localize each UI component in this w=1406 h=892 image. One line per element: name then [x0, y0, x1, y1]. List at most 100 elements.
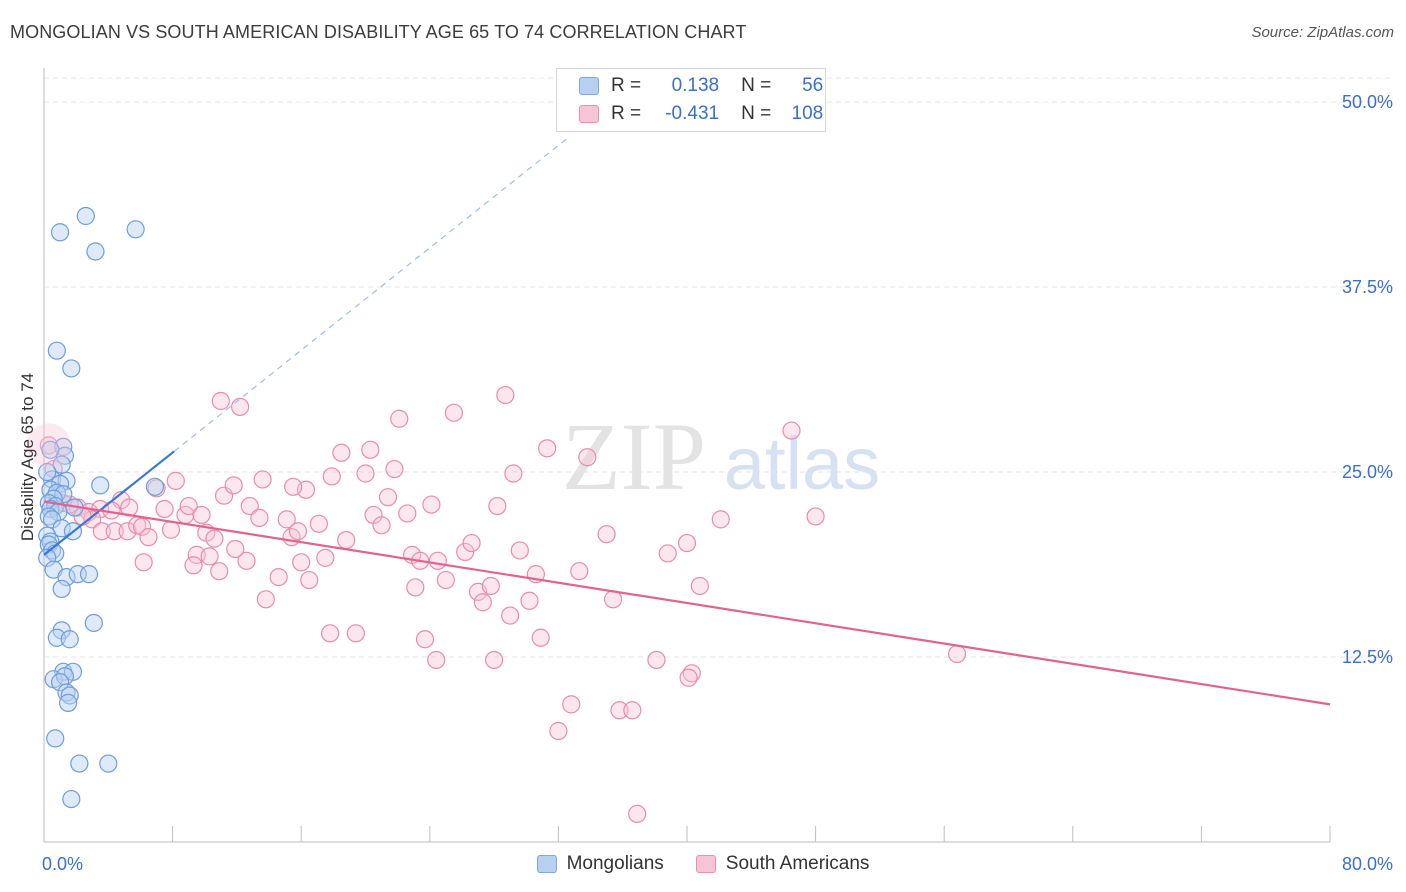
- south-american-point: [316, 548, 335, 567]
- south-american-point: [473, 593, 492, 612]
- south-american-point: [346, 624, 365, 643]
- mongolian-point: [62, 789, 81, 809]
- y-tick-label: 37.5%: [1342, 277, 1393, 297]
- south-americans-n-value: 108: [791, 103, 824, 124]
- mongolians-legend-swatch: [536, 855, 557, 873]
- south-american-point: [481, 576, 500, 596]
- south-american-point: [205, 529, 224, 548]
- mongolians-n-value: 56: [802, 75, 824, 96]
- y-tick-label: 50.0%: [1342, 92, 1393, 112]
- south-american-point: [179, 496, 198, 516]
- r-label: R =: [611, 103, 642, 124]
- n-label: N =: [741, 75, 772, 96]
- south-american-point: [321, 624, 340, 643]
- x-tick-label-max: 80.0%: [1342, 854, 1393, 874]
- south-american-cluster: [26, 423, 71, 468]
- south-american-point: [462, 533, 481, 553]
- south-american-point: [118, 522, 137, 541]
- south-americans-trend-line: [43, 500, 1331, 706]
- south-american-point: [531, 628, 550, 647]
- legend-row-south-americans: R = -0.431 N = 108: [579, 101, 823, 127]
- mongolian-point: [38, 462, 57, 482]
- south-american-point: [184, 556, 203, 575]
- south-american-point: [782, 421, 801, 440]
- south-american-point: [269, 567, 288, 587]
- mongolian-point: [62, 359, 81, 378]
- south-american-point: [134, 553, 153, 572]
- source-note: Source: ZipAtlas.com: [1251, 24, 1394, 41]
- south-american-point: [292, 553, 311, 572]
- mongolian-point: [84, 613, 103, 633]
- south-american-point: [337, 530, 356, 550]
- south-american-point: [226, 539, 245, 559]
- south-american-point: [192, 505, 211, 525]
- y-axis-label: Disability Age 65 to 74: [18, 372, 37, 542]
- south-american-point: [610, 701, 629, 720]
- south-american-point: [139, 528, 158, 547]
- south-american-point: [628, 804, 647, 823]
- south-american-point: [237, 551, 256, 570]
- x-tick-label-min: 0.0%: [42, 854, 83, 874]
- south-american-point: [92, 522, 111, 541]
- south-american-point: [488, 496, 507, 516]
- south-american-point: [428, 551, 447, 570]
- y-tick-label: 25.0%: [1342, 462, 1393, 482]
- mongolian-point: [39, 507, 58, 526]
- mongolian-point: [52, 579, 71, 599]
- south-american-point: [390, 409, 409, 428]
- south-american-point: [485, 650, 504, 670]
- south-american-point: [538, 439, 557, 458]
- mongolian-point: [99, 754, 118, 773]
- south-american-point: [250, 508, 269, 527]
- chart-title: MONGOLIAN VS SOUTH AMERICAN DISABILITY A…: [10, 22, 747, 42]
- south-americans-r-value: -0.431: [665, 103, 720, 124]
- mongolians-swatch: [579, 77, 599, 95]
- mongolian-point: [60, 686, 79, 705]
- mongolian-point: [91, 476, 110, 495]
- south-american-point: [562, 695, 581, 714]
- south-american-point: [947, 644, 967, 664]
- south-american-point: [406, 578, 425, 597]
- south-american-point: [356, 464, 375, 483]
- mongolian-point: [57, 567, 76, 587]
- legend-item-south-americans[interactable]: South Americans: [695, 853, 870, 875]
- mongolian-point: [46, 729, 65, 748]
- south-american-point: [570, 562, 589, 581]
- south-american-point: [549, 721, 568, 741]
- south-american-point: [284, 477, 303, 496]
- south-american-point: [200, 547, 219, 566]
- mongolian-point: [70, 754, 89, 773]
- south-american-point: [361, 440, 380, 459]
- south-american-point: [105, 522, 124, 541]
- legend-row-mongolians: R = 0.138 N = 56: [579, 73, 823, 99]
- mongolian-point: [50, 223, 70, 242]
- south-american-point: [501, 606, 520, 625]
- south-american-point: [677, 533, 697, 553]
- mongolian-point: [47, 341, 66, 360]
- south-americans-legend-swatch: [695, 855, 716, 873]
- south-american-point: [253, 470, 272, 489]
- watermark-zip: ZIP: [562, 403, 706, 510]
- south-american-point: [166, 471, 185, 490]
- south-american-point: [711, 510, 730, 529]
- mongolians-trend-line: [43, 450, 175, 556]
- mongolian-point: [60, 630, 79, 649]
- south-americans-legend-label: South Americans: [725, 853, 870, 874]
- mongolian-point: [38, 548, 57, 567]
- south-american-point: [510, 541, 529, 560]
- south-american-point: [322, 467, 341, 486]
- south-american-point: [224, 476, 243, 495]
- south-american-point: [210, 562, 229, 581]
- legend-item-mongolians[interactable]: Mongolians: [536, 853, 664, 875]
- south-american-point: [456, 542, 475, 562]
- south-american-point: [132, 517, 152, 536]
- south-american-point: [288, 522, 308, 541]
- south-american-point: [211, 391, 230, 411]
- south-american-point: [444, 403, 464, 422]
- mongolian-point: [41, 440, 60, 459]
- south-americans-swatch: [579, 105, 599, 123]
- mongolian-point: [86, 242, 105, 261]
- south-american-point: [496, 385, 515, 405]
- mongolians-legend-label: Mongolians: [566, 853, 664, 874]
